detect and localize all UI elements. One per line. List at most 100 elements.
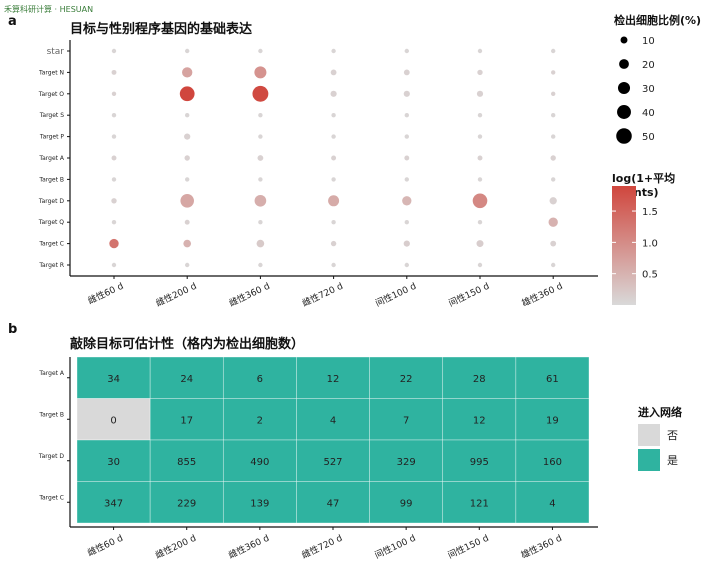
dot-point [330,90,337,97]
heatmap-cell-label: 4 [549,498,555,509]
heatmap-cell [369,398,444,441]
heatmap-cell [515,398,590,441]
heatmap-cell [222,439,297,482]
dot-point [179,86,195,102]
heatmap-cell-label: 0 [110,415,116,426]
dot-point [180,194,194,208]
dot-point [404,220,409,225]
dot-point [111,262,117,268]
heatmap-cell [442,398,517,441]
dot-point [551,262,556,268]
color-legend-bar [612,186,636,305]
heatmap-cell [296,439,370,482]
dot-point [258,177,263,182]
dot-point [477,134,483,139]
heatmap-cell [296,356,370,399]
x-tick-label-b: 间性150 d [446,532,491,561]
y-tick-label-b: Target A [38,370,64,377]
dot-point [551,177,556,182]
dot-point [402,196,412,206]
dot-point [477,48,483,54]
y-tick-label-a: Target Q [38,219,64,226]
dot-point [328,195,340,207]
dot-point [551,48,556,54]
heatmap-cell-label: 347 [104,498,123,509]
heatmap-cell [296,481,370,524]
heatmap-cell-label: 139 [250,498,269,509]
x-tick-label-b: 雌性200 d [153,532,198,561]
dot-point [477,113,483,118]
heatmap-cell [515,356,590,399]
dot-point [184,155,190,161]
dot-point [257,155,264,161]
y-tick-label-b: Target D [38,453,64,460]
x-tick-label-b: 雌性720 d [300,532,345,561]
y-tick-label-b: Target C [38,494,64,501]
heatmap-cell-label: 12 [327,374,340,385]
y-tick-label-a: Target S [39,112,64,119]
watermark-label: 禾算科研计算 · HESUAN [4,5,94,14]
dot-point [111,134,117,139]
heatmap-cell [149,398,224,441]
dot-point [185,113,190,118]
dot-point [550,240,557,247]
heatmap-cell-label: 12 [473,415,486,426]
dot-point [331,113,336,118]
dot-point [111,198,117,204]
dot-point [111,69,117,75]
heatmap-cell-label: 22 [400,374,413,385]
y-tick-label-a: star [47,47,65,57]
panel-a-title: 目标与性别程序基因的基础表达 [70,22,253,37]
dot-point [182,67,193,78]
network-legend-swatch [638,424,660,446]
heatmap-cell [515,439,590,482]
dot-point [403,240,410,247]
dot-point [331,134,336,139]
size-legend-title: 检出细胞比例(%) [614,14,702,27]
dot-point [111,48,117,54]
size-legend-label: 20 [642,60,655,71]
size-legend-label: 40 [642,108,655,119]
size-legend-label: 30 [642,84,655,95]
dot-point [254,66,267,79]
dot-point [331,177,336,182]
dot-point [184,133,191,140]
heatmap-cell [222,398,297,441]
dot-point [551,70,556,75]
heatmap-cell [369,481,444,524]
dot-point [185,48,190,54]
size-legend-dot [617,81,631,95]
color-legend-label: 1.0 [642,238,658,249]
panel-b-title: 敲除目标可估计性（格内为检出细胞数） [70,337,305,352]
dot-point [477,69,483,76]
dot-point [404,262,409,268]
panel-a-label: a [8,14,17,29]
y-tick-label-a: Target O [38,91,64,98]
dot-point [254,194,267,207]
heatmap-cell-label: 24 [180,374,193,385]
y-tick-label-a: Target N [38,69,64,76]
dot-point [258,262,263,268]
heatmap-cell [296,398,370,441]
dot-point [185,262,190,268]
dot-point [472,193,488,209]
heatmap-cell-label: 855 [177,457,196,468]
dot-point [252,85,269,102]
heatmap-cell-label: 995 [470,457,489,468]
dot-point [331,155,337,161]
color-legend-label: 1.5 [642,207,658,218]
size-legend-dot [619,59,629,69]
dot-point [550,155,556,161]
heatmap-cell [369,356,444,399]
y-tick-label-a: Target R [38,262,64,269]
color-legend-label: 0.5 [642,270,658,281]
dot-point [551,134,556,139]
x-tick-label-a: 雄性360 d [520,280,565,309]
x-tick-label-b: 雌性60 d [85,532,125,559]
panel-b-label: b [8,322,18,337]
heatmap-cell-label: 527 [323,457,342,468]
dot-point [258,220,263,225]
heatmap-cell-label: 61 [546,374,559,385]
dot-point [404,155,410,161]
